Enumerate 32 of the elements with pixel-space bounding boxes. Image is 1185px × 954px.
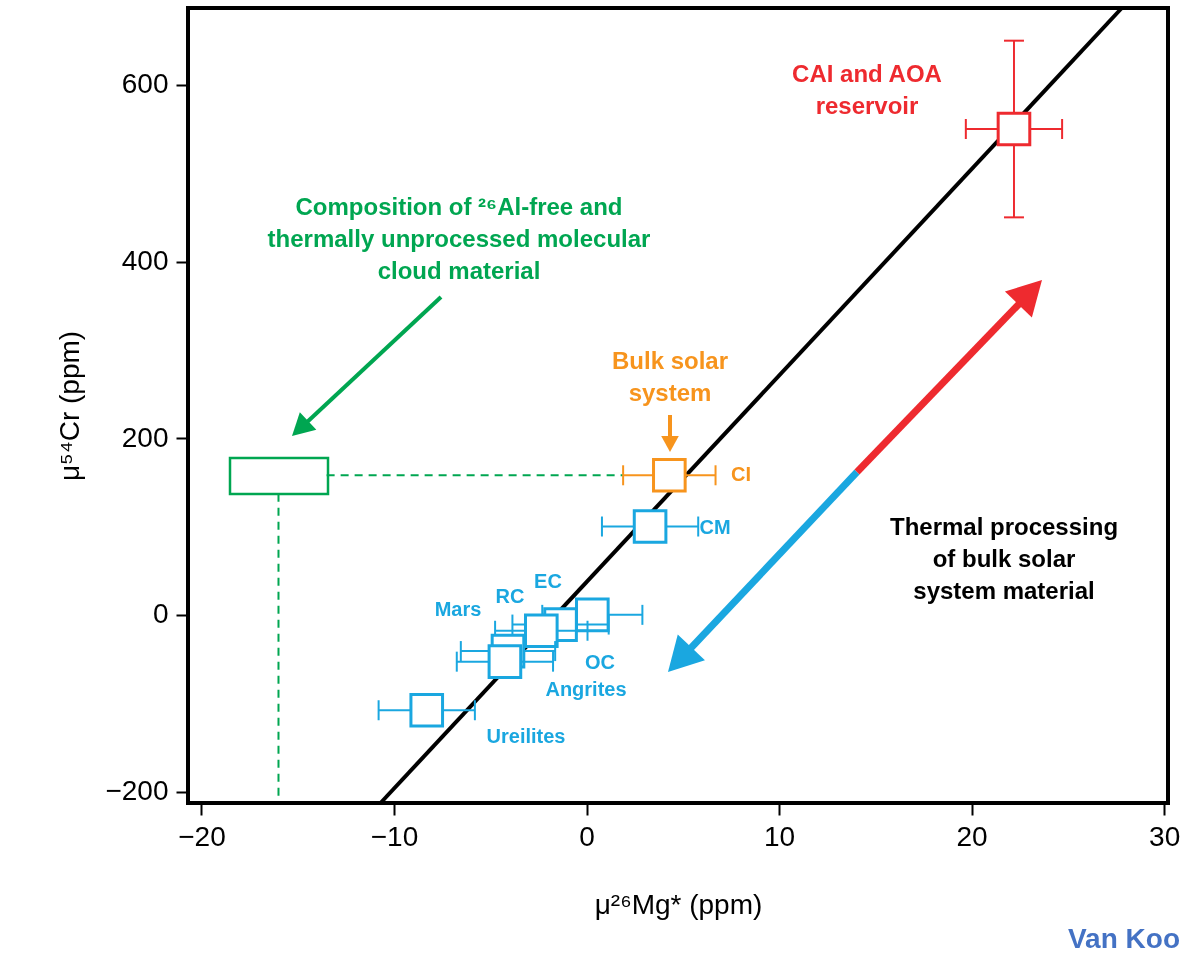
y-tick-label: 0 bbox=[152, 598, 169, 630]
annotation: Bulk solar system bbox=[611, 347, 729, 406]
point bbox=[523, 613, 559, 649]
point bbox=[632, 509, 668, 544]
series-label: EC bbox=[534, 570, 562, 592]
point bbox=[409, 692, 445, 728]
x-tick-label: −10 bbox=[370, 820, 419, 852]
series-label: RC bbox=[495, 585, 525, 607]
x-tick-label: −20 bbox=[178, 820, 226, 852]
point bbox=[996, 111, 1032, 147]
series-label: Mars bbox=[434, 598, 482, 620]
y-axis-title: μ⁵⁴Cr (ppm) bbox=[54, 330, 86, 482]
y-tick-label: −200 bbox=[105, 775, 169, 807]
x-axis-title: μ²⁶Mg* (ppm) bbox=[594, 888, 763, 920]
text: CI bbox=[731, 463, 751, 485]
y-tick-label: 200 bbox=[121, 421, 169, 453]
point bbox=[652, 457, 687, 493]
series-label: CM bbox=[699, 516, 731, 538]
y-tick-label: 400 bbox=[121, 245, 169, 277]
series-label: Angrites bbox=[545, 678, 627, 700]
series-label: OC bbox=[585, 651, 615, 673]
text: Ureilites bbox=[486, 725, 566, 747]
annotation: Composition of ²⁶Al-free and thermally unprocessed molecular cloud material bbox=[267, 193, 651, 284]
point bbox=[487, 644, 523, 679]
x-tick-label: 30 bbox=[1149, 820, 1181, 852]
annotation: Thermal processing of bulk solar system material bbox=[889, 513, 1119, 604]
y-tick-label: 600 bbox=[121, 68, 169, 100]
x-tick-label: 10 bbox=[764, 820, 796, 852]
text: Van Koo bbox=[1067, 923, 1180, 954]
x-tick-label: 0 bbox=[579, 820, 595, 852]
x-tick-label: 20 bbox=[956, 820, 988, 852]
text: CAI and AOA reservoir bbox=[792, 60, 942, 119]
